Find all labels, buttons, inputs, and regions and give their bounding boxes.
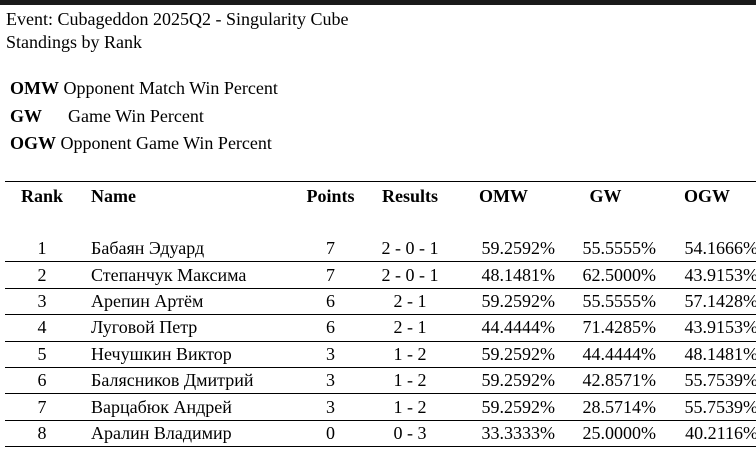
cell-results: 2 - 1: [368, 314, 452, 342]
cell-name: Варцабюк Андрей: [79, 393, 293, 421]
cell-results: 2 - 0 - 1: [368, 236, 452, 263]
cell-results: 1 - 2: [368, 393, 452, 421]
cell-rank: 3: [5, 288, 79, 316]
table-row: 2 Степанчук Максима 7 2 - 0 - 1 48.1481% 62.5…: [5, 261, 756, 289]
abbreviation-legend: OMW Opponent Match Win Percent GW Game Wi…: [10, 77, 278, 160]
header-spacer-row: [5, 210, 756, 236]
column-header-omw: OMW: [452, 181, 555, 210]
event-title: Event: Cubageddon 2025Q2 - Singularity C…: [6, 9, 349, 29]
cell-name: Степанчук Максима: [79, 261, 293, 289]
legend-text: Opponent Game Win Percent: [60, 133, 272, 153]
event-header: Event: Cubageddon 2025Q2 - Singularity C…: [6, 8, 348, 54]
table-row: 6 Балясников Дмитрий 3 1 - 2 59.2592% 42.8571…: [5, 367, 756, 395]
cell-name: Луговой Петр: [79, 314, 293, 342]
column-header-points: Points: [293, 181, 368, 210]
cell-name: Балясников Дмитрий: [79, 367, 293, 395]
cell-gw: 71.4285%: [555, 314, 656, 342]
cell-points: 3: [293, 341, 368, 368]
cell-results: 1 - 2: [368, 367, 452, 395]
cell-omw: 48.1481%: [452, 261, 555, 289]
legend-abbr: GW: [10, 105, 43, 126]
cell-name: Арепин Артём: [79, 288, 293, 316]
cell-omw: 59.2592%: [452, 288, 555, 316]
cell-points: 7: [293, 236, 368, 263]
cell-rank: 2: [5, 261, 79, 289]
standings-header-row: Rank Name Points Results OMW GW OGW: [5, 181, 756, 210]
cell-ogw: 43.9153%: [656, 261, 756, 289]
cell-rank: 4: [5, 314, 79, 342]
cell-name: Бабаян Эдуард: [79, 236, 293, 263]
column-header-gw: GW: [555, 181, 656, 210]
cell-rank: 1: [5, 236, 79, 263]
cell-rank: 5: [5, 341, 79, 368]
column-header-rank: Rank: [5, 181, 79, 210]
cell-rank: 6: [5, 367, 79, 395]
cell-points: 6: [293, 288, 368, 316]
cell-omw: 33.3333%: [452, 420, 555, 448]
cell-gw: 55.5555%: [555, 236, 656, 263]
table-row: 3 Арепин Артём 6 2 - 1 59.2592% 55.5555% 57.14…: [5, 288, 756, 316]
cell-ogw: 43.9153%: [656, 314, 756, 342]
table-row: 7 Варцабюк Андрей 3 1 - 2 59.2592% 28.5714% 55…: [5, 393, 756, 421]
column-header-ogw: OGW: [656, 181, 756, 210]
cell-ogw: 55.7539%: [656, 367, 756, 395]
cell-gw: 28.5714%: [555, 393, 656, 421]
cell-gw: 55.5555%: [555, 288, 656, 316]
cell-ogw: 55.7539%: [656, 393, 756, 421]
spacer-cell: [5, 210, 756, 236]
cell-results: 0 - 3: [368, 420, 452, 448]
legend-row-omw: OMW Opponent Match Win Percent: [10, 77, 278, 105]
legend-abbr: OMW: [10, 78, 59, 98]
standings-table: Rank Name Points Results OMW GW OGW 1 Баб…: [5, 181, 756, 448]
legend-row-gw: GW Game Win Percent: [10, 105, 278, 133]
table-row: 4 Луговой Петр 6 2 - 1 44.4444% 71.4285% 43.91…: [5, 314, 756, 342]
cell-points: 7: [293, 261, 368, 289]
legend-text: Game Win Percent: [68, 105, 204, 126]
table-row: 8 Аралин Владимир 0 0 - 3 33.3333% 25.0000% 40…: [5, 420, 756, 448]
cell-omw: 59.2592%: [452, 341, 555, 368]
cell-omw: 59.2592%: [452, 367, 555, 395]
cell-ogw: 57.1428%: [656, 288, 756, 316]
top-border-bar: [0, 0, 756, 5]
cell-omw: 59.2592%: [452, 236, 555, 263]
cell-gw: 25.0000%: [555, 420, 656, 448]
column-header-name: Name: [79, 181, 293, 210]
legend-text: Opponent Match Win Percent: [63, 78, 278, 98]
cell-omw: 44.4444%: [452, 314, 555, 342]
column-header-results: Results: [368, 181, 452, 210]
cell-points: 3: [293, 393, 368, 421]
legend-row-ogw: OGW Opponent Game Win Percent: [10, 132, 278, 160]
cell-omw: 59.2592%: [452, 393, 555, 421]
cell-ogw: 40.2116%: [656, 420, 756, 448]
cell-points: 3: [293, 367, 368, 395]
cell-results: 2 - 1: [368, 288, 452, 316]
cell-rank: 8: [5, 420, 79, 448]
cell-rank: 7: [5, 393, 79, 421]
cell-ogw: 54.1666%: [656, 236, 756, 263]
cell-results: 2 - 0 - 1: [368, 261, 452, 289]
cell-points: 0: [293, 420, 368, 448]
cell-results: 1 - 2: [368, 341, 452, 368]
table-row: 5 Нечушкин Виктор 3 1 - 2 59.2592% 44.4444% 48…: [5, 341, 756, 368]
cell-name: Нечушкин Виктор: [79, 341, 293, 368]
table-row: 1 Бабаян Эдуард 7 2 - 0 - 1 59.2592% 55.5555%…: [5, 236, 756, 263]
cell-gw: 62.5000%: [555, 261, 656, 289]
cell-gw: 44.4444%: [555, 341, 656, 368]
cell-ogw: 48.1481%: [656, 341, 756, 368]
cell-points: 6: [293, 314, 368, 342]
cell-name: Аралин Владимир: [79, 420, 293, 448]
legend-abbr: OGW: [10, 133, 57, 153]
event-subtitle: Standings by Rank: [6, 32, 143, 52]
cell-gw: 42.8571%: [555, 367, 656, 395]
